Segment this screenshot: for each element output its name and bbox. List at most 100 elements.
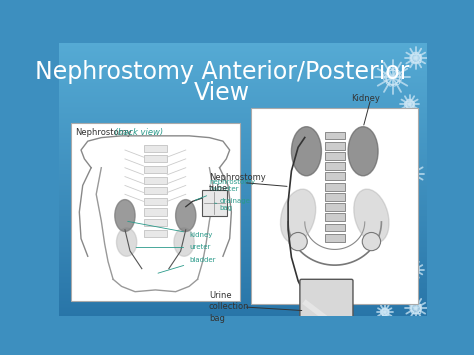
Bar (59, 148, 427, 149)
Bar (59, 145, 427, 146)
Bar (59, 111, 427, 112)
Bar (59, 262, 427, 263)
Bar (59, 239, 427, 240)
Bar (59, 190, 427, 191)
Bar (59, 217, 427, 218)
Text: nephrostomy
catheter: nephrostomy catheter (195, 179, 255, 200)
Bar (59, 142, 427, 143)
Bar (59, 228, 427, 229)
Bar (59, 169, 427, 170)
Bar (144, 198, 167, 205)
FancyBboxPatch shape (71, 124, 240, 301)
Bar (59, 105, 427, 106)
Bar (59, 268, 427, 269)
Bar (59, 107, 427, 108)
Bar (59, 304, 427, 305)
Bar (59, 98, 427, 99)
Bar (59, 144, 427, 145)
Bar (59, 94, 427, 95)
Bar (59, 158, 427, 159)
Bar (59, 216, 427, 217)
Bar (59, 291, 427, 292)
Bar (59, 288, 427, 289)
Bar (59, 195, 427, 196)
Bar (59, 284, 427, 285)
Bar (59, 79, 427, 80)
Bar (59, 295, 427, 296)
Bar (144, 166, 167, 173)
Bar (59, 182, 427, 183)
Bar (59, 68, 427, 69)
Bar (59, 47, 427, 48)
Bar (59, 70, 427, 71)
Bar (59, 247, 427, 248)
Bar (59, 161, 427, 162)
Bar (59, 85, 427, 86)
Bar (59, 64, 427, 65)
Bar (325, 162, 345, 170)
Bar (59, 220, 427, 221)
Bar (59, 76, 427, 77)
Bar (59, 127, 427, 128)
Text: bladder: bladder (158, 257, 216, 273)
Bar (59, 196, 427, 197)
Bar (59, 223, 427, 224)
Bar (59, 102, 427, 103)
Bar (59, 301, 427, 302)
Bar (59, 253, 427, 254)
Bar (59, 283, 427, 284)
Bar (59, 137, 427, 138)
Bar (59, 297, 427, 298)
Bar (59, 46, 427, 47)
Bar (59, 206, 427, 207)
Bar (59, 91, 427, 92)
Bar (59, 120, 427, 121)
Bar (59, 245, 427, 246)
Bar (59, 309, 427, 310)
Bar (59, 61, 427, 62)
Bar (59, 117, 427, 118)
Bar (59, 51, 427, 52)
Bar (59, 270, 427, 271)
Text: kidney: kidney (128, 222, 212, 238)
Bar (59, 125, 427, 126)
Bar (59, 141, 427, 142)
Bar (59, 90, 427, 91)
Bar (59, 209, 427, 210)
Text: View: View (194, 81, 250, 105)
Bar (59, 152, 427, 153)
Ellipse shape (292, 127, 321, 176)
Bar (59, 162, 427, 163)
Bar (59, 315, 427, 316)
Text: (back view): (back view) (112, 128, 163, 137)
Ellipse shape (354, 189, 389, 243)
Bar (59, 191, 427, 192)
Bar (59, 272, 427, 273)
Bar (59, 193, 427, 194)
Bar (59, 232, 427, 233)
Circle shape (289, 233, 307, 251)
Bar (59, 308, 427, 309)
Bar (59, 114, 427, 115)
Bar (59, 222, 427, 223)
Bar (59, 199, 427, 200)
Bar (59, 56, 427, 57)
Bar (59, 259, 427, 260)
Text: Nephrostomy: Nephrostomy (75, 128, 132, 137)
Bar (59, 310, 427, 311)
Bar (59, 238, 427, 239)
Bar (59, 181, 427, 182)
Bar (59, 71, 427, 72)
Bar (59, 92, 427, 93)
Bar (59, 173, 427, 174)
Bar (59, 307, 427, 308)
Bar (59, 311, 427, 312)
Bar (59, 172, 427, 173)
Bar (59, 165, 427, 166)
Bar (59, 124, 427, 125)
Bar (59, 302, 427, 303)
Bar (59, 88, 427, 89)
Bar (59, 53, 427, 54)
Bar (59, 230, 427, 231)
Bar (59, 265, 427, 266)
